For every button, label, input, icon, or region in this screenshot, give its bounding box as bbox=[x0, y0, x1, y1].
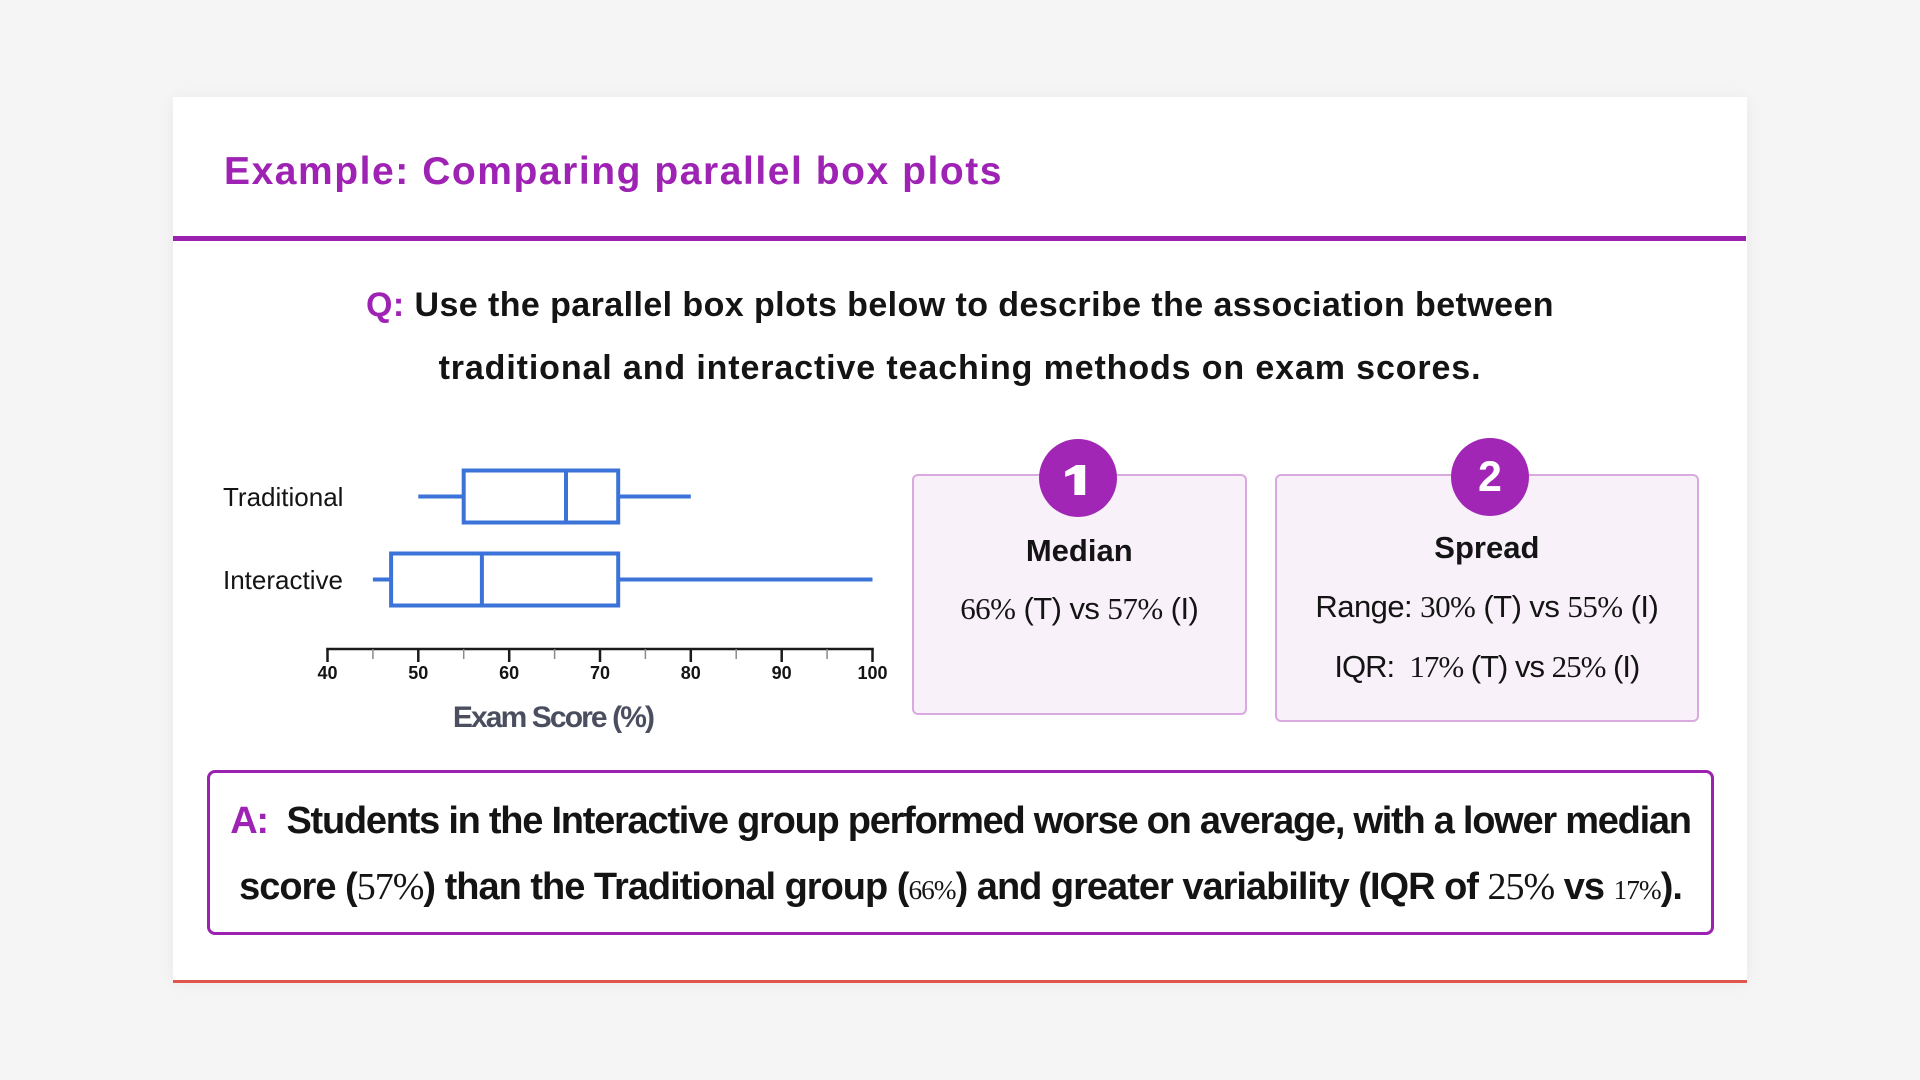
svg-text:Traditional: Traditional bbox=[223, 482, 343, 512]
svg-text:Exam Score (%): Exam Score (%) bbox=[453, 701, 654, 734]
svg-text:40: 40 bbox=[317, 663, 337, 683]
svg-text:Interactive: Interactive bbox=[223, 565, 343, 595]
svg-text:100: 100 bbox=[857, 663, 887, 683]
svg-text:50: 50 bbox=[408, 663, 428, 683]
svg-text:70: 70 bbox=[590, 663, 610, 683]
svg-text:80: 80 bbox=[681, 663, 701, 683]
svg-text:60: 60 bbox=[499, 663, 519, 683]
svg-text:90: 90 bbox=[772, 663, 792, 683]
